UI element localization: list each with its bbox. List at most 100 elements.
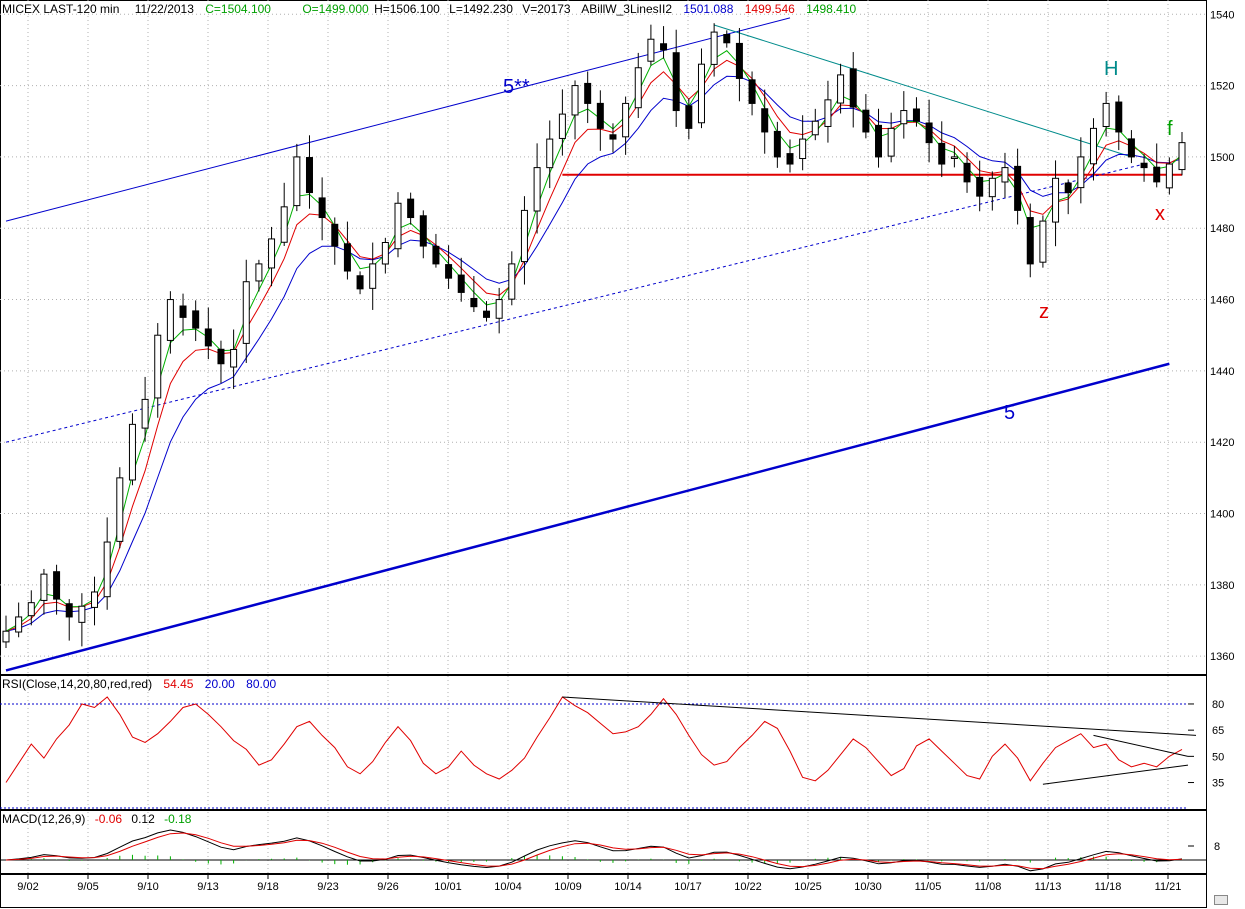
- candle-body: [1140, 162, 1148, 169]
- candle: [1178, 132, 1186, 176]
- candle: [381, 237, 389, 274]
- candle-body: [40, 573, 48, 601]
- date-tick-label: 10/09: [554, 881, 582, 893]
- candle-body: [128, 423, 136, 481]
- candle-body: [773, 130, 781, 158]
- price-axis: 1360 1380 1400 1420 1440 1460 1480 1500 1520 1540: [1210, 9, 1234, 663]
- candle-body: [91, 591, 99, 608]
- ma-blue-line: [5, 75, 1183, 632]
- candle-body: [445, 264, 453, 279]
- candle-body: [1026, 217, 1034, 265]
- price-tick-label: 1480: [1210, 223, 1234, 235]
- candle-body: [394, 202, 402, 250]
- macd-panel: [0, 810, 1207, 874]
- candle: [672, 29, 680, 127]
- candle: [1102, 91, 1110, 137]
- candle-body: [520, 209, 528, 263]
- date-tick-label: 9/05: [77, 881, 98, 893]
- price-tick-label: 1360: [1210, 651, 1234, 663]
- macd-v2: 0.12: [131, 812, 155, 826]
- candle-body: [53, 571, 61, 600]
- candle-body: [293, 156, 301, 207]
- candle-body: [533, 167, 541, 212]
- candle-body: [710, 31, 718, 65]
- candle-body: [1127, 138, 1135, 158]
- candle: [1001, 152, 1009, 198]
- price-tick-label: 1460: [1210, 295, 1234, 307]
- candle-body: [268, 238, 276, 269]
- candle-body: [1039, 220, 1047, 263]
- candle-body: [546, 138, 554, 169]
- candle: [1140, 154, 1148, 182]
- candle-body: [824, 99, 832, 127]
- candle-body: [65, 603, 73, 618]
- header-symbol: MICEX LAST-120 min: [2, 2, 119, 16]
- candle-body: [2, 630, 10, 643]
- candle: [912, 97, 920, 127]
- candle: [1089, 118, 1097, 181]
- candle: [533, 143, 541, 234]
- svg-text:RSI(Close,14,20,80,red,red): RSI(Close,14,20,80,red,red) 54.45 20.00 …: [2, 677, 277, 691]
- candle: [394, 192, 402, 258]
- candle: [647, 24, 655, 66]
- candle: [91, 576, 99, 626]
- candle-body: [280, 206, 288, 243]
- candle: [27, 590, 35, 626]
- candle-body: [875, 124, 883, 158]
- candle-body: [672, 52, 680, 112]
- header-high: H=1506.100: [374, 2, 440, 16]
- candle: [192, 300, 200, 342]
- candle-body: [963, 162, 971, 183]
- scroll-right-button[interactable]: [1214, 895, 1228, 905]
- candle: [938, 121, 946, 178]
- candle-body: [166, 299, 174, 341]
- candle-body: [584, 82, 592, 104]
- candle-body: [1102, 102, 1110, 128]
- rsi-trendline-top: [562, 696, 1197, 736]
- macd-label: MACD(12,26,9): [2, 812, 85, 826]
- rsi-trendline-bottom: [1042, 764, 1189, 785]
- date-tick-label: 9/18: [257, 881, 278, 893]
- candle-body: [1165, 163, 1173, 189]
- date-tick-label: 10/17: [674, 881, 702, 893]
- wave-label-h: H: [1104, 58, 1118, 80]
- date-tick-label: 9/26: [377, 881, 398, 893]
- candle-body: [255, 263, 263, 282]
- candle-body: [558, 113, 566, 139]
- candle-body: [596, 102, 604, 129]
- candle: [799, 115, 807, 171]
- candle-body: [103, 541, 111, 598]
- candle: [128, 413, 136, 486]
- wave-label-5: 5: [1004, 402, 1015, 424]
- candle-body: [735, 42, 743, 79]
- trendline-downtrend: [713, 24, 1132, 158]
- candle: [900, 91, 908, 139]
- candle-body: [748, 79, 756, 104]
- candle: [204, 307, 212, 360]
- candle-body: [622, 102, 630, 138]
- date-tick-label: 10/25: [794, 881, 822, 893]
- date-tick-label: 9/23: [317, 881, 338, 893]
- candle-body: [799, 138, 807, 160]
- date-tick-label: 11/05: [915, 881, 942, 893]
- price-tick-label: 1520: [1210, 81, 1234, 93]
- candle: [723, 30, 731, 48]
- candle-body: [1064, 182, 1072, 194]
- rsi-value: 54.45: [163, 677, 193, 691]
- macd-tick-label: 8: [1214, 841, 1220, 853]
- date-tick-label: 11/13: [1035, 881, 1062, 893]
- candle-body: [1153, 166, 1161, 183]
- candle: [571, 80, 579, 140]
- date-tick-label: 10/01: [434, 881, 462, 893]
- candle: [963, 152, 971, 193]
- candle: [1026, 203, 1034, 278]
- date-tick-label: 11/21: [1155, 881, 1182, 893]
- trendline-channel-bottom: [5, 362, 1170, 672]
- candle-body: [660, 43, 668, 51]
- candle: [1039, 215, 1047, 268]
- candle: [141, 376, 149, 442]
- header-low: L=1492.230: [449, 2, 513, 16]
- ma-green-line: [5, 50, 1183, 632]
- candle: [849, 52, 857, 128]
